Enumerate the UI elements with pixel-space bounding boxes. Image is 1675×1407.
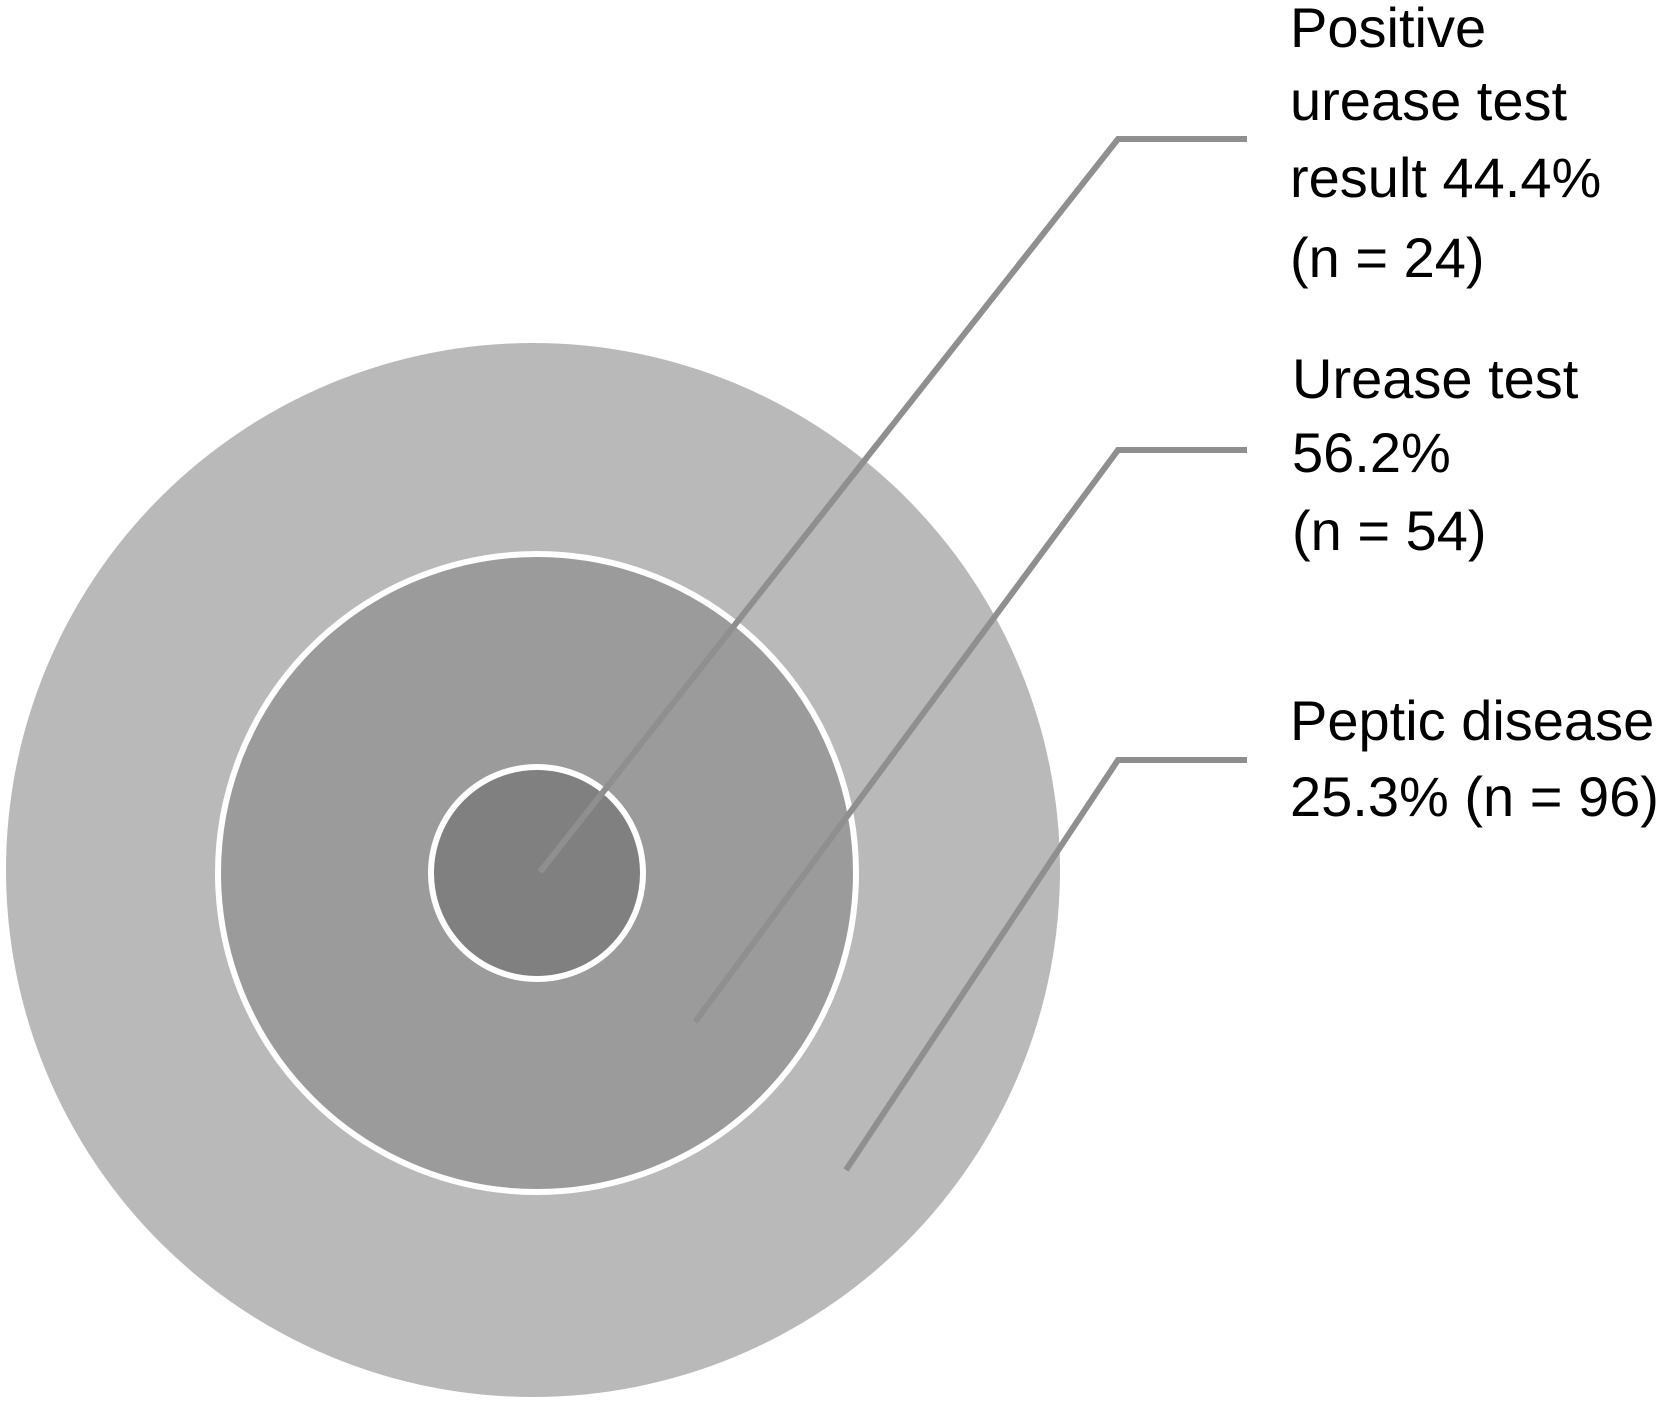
label-peptic-disease-line-2: 25.3% (n = 96) bbox=[1290, 765, 1659, 828]
label-positive-urease: Positive urease test result 44.4% (n = 2… bbox=[1290, 0, 1617, 289]
leader-line-urease-test bbox=[692, 447, 1247, 1024]
label-positive-urease-line-3: result 44.4% bbox=[1290, 146, 1601, 209]
positive-urease-circle bbox=[428, 764, 646, 982]
label-urease-test-line-2: 56.2% bbox=[1292, 421, 1451, 484]
leader-line-positive-urease bbox=[537, 136, 1247, 874]
label-positive-urease-line-1: Positive bbox=[1290, 0, 1486, 59]
label-peptic-disease-line-1: Peptic disease bbox=[1290, 689, 1654, 752]
label-positive-urease-line-4: (n = 24) bbox=[1290, 226, 1485, 289]
label-positive-urease-line-2: urease test bbox=[1290, 69, 1567, 132]
label-peptic-disease: Peptic disease 25.3% (n = 96) bbox=[1290, 689, 1670, 828]
label-urease-test-line-1: Urease test bbox=[1292, 347, 1579, 410]
label-urease-test: Urease test 56.2% (n = 54) bbox=[1292, 347, 1594, 562]
leader-line-peptic-disease bbox=[843, 757, 1247, 1172]
label-urease-test-line-3: (n = 54) bbox=[1292, 499, 1487, 562]
